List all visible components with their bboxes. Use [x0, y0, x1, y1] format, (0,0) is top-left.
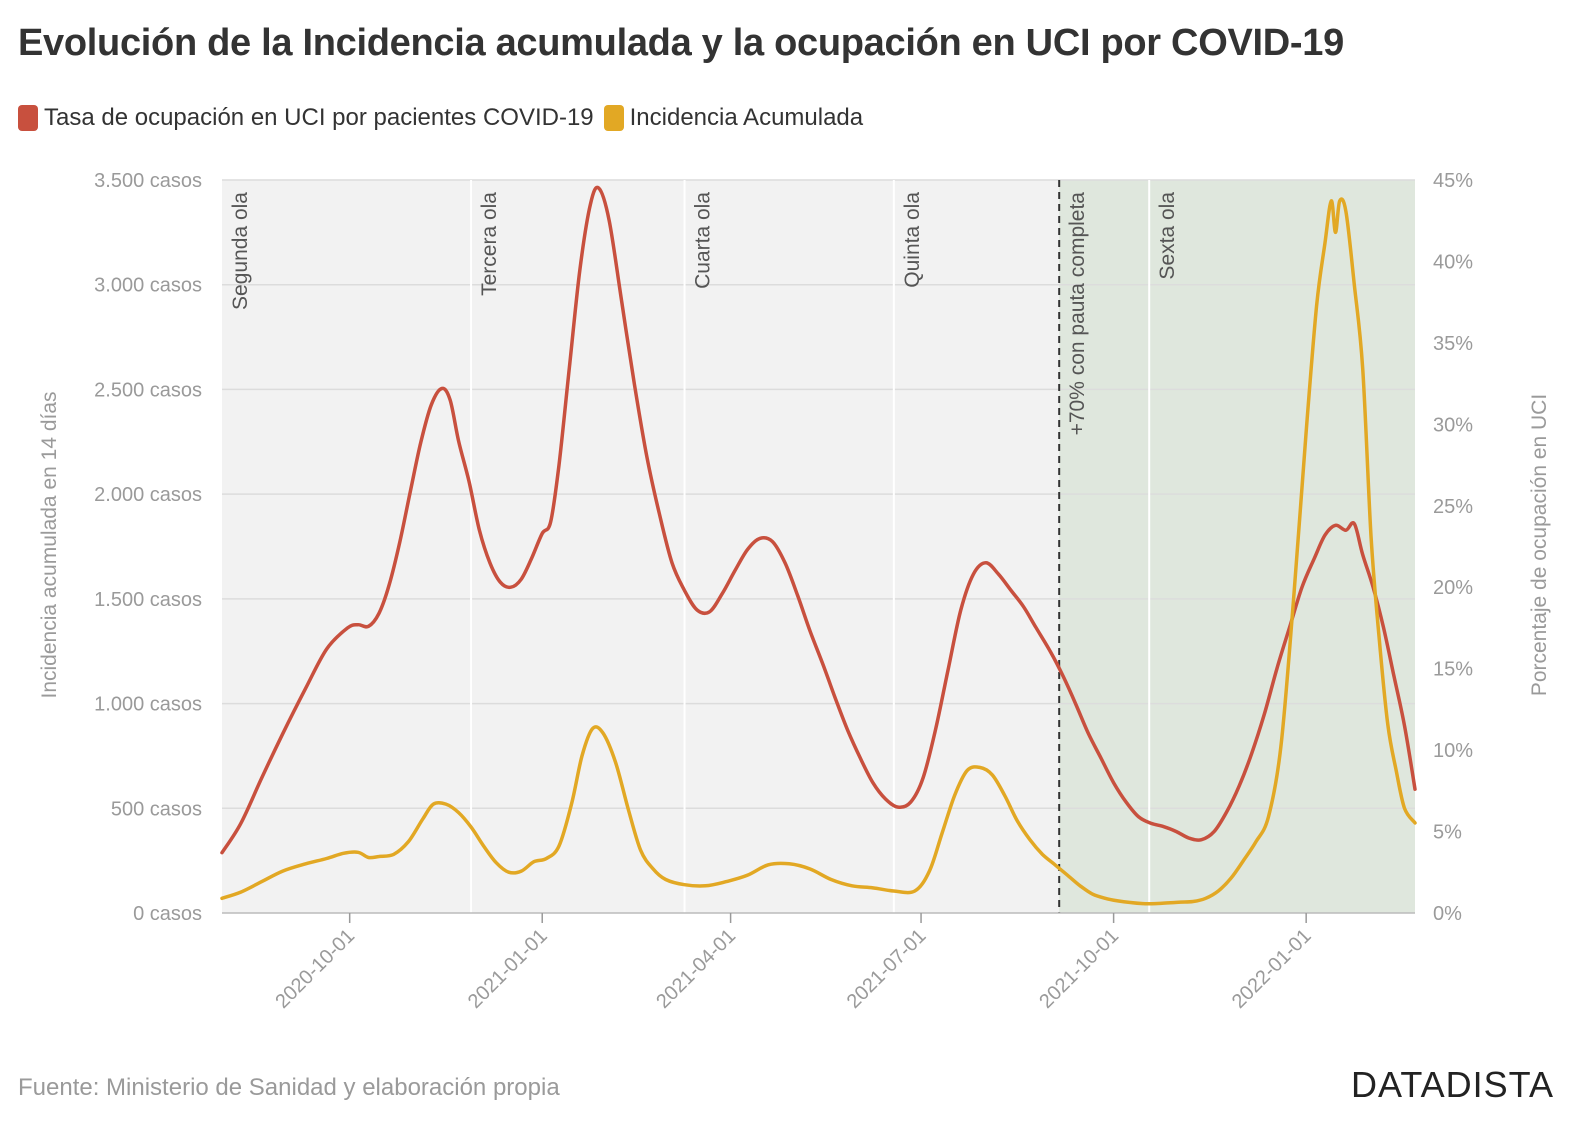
x-tick-label: 2021-01-01 — [464, 925, 552, 1013]
y-tick-right-label: 40% — [1433, 251, 1473, 273]
y-tick-right-label: 5% — [1433, 822, 1462, 844]
legend-label-uci: Tasa de ocupación en UCI por pacientes C… — [44, 104, 594, 131]
y-tick-right-label: 15% — [1433, 659, 1473, 681]
y-tick-right-label: 45% — [1433, 170, 1473, 192]
x-tick-label: 2021-10-01 — [1035, 925, 1123, 1013]
plot-background — [222, 180, 1415, 913]
annotation-label: Quinta ola — [901, 192, 924, 288]
y-tick-right-label: 10% — [1433, 740, 1473, 762]
series-lines — [220, 185, 1417, 906]
legend-swatch-ia — [603, 105, 624, 131]
annotation-label: Segunda ola — [229, 192, 252, 310]
y-tick-left-label: 500 casos — [111, 798, 202, 820]
y-tick-right-label: 0% — [1433, 903, 1462, 925]
grid — [222, 179, 1415, 810]
annotation-label: +70% con pauta completa — [1066, 192, 1089, 436]
y-axis-right-label: Porcentaje de ocupación en UCI — [1528, 394, 1551, 696]
y-tick-right-label: 35% — [1433, 333, 1473, 355]
y-tick-right-label: 25% — [1433, 496, 1473, 518]
annotation-label: Sexta ola — [1156, 192, 1179, 280]
legend-swatch-uci — [18, 105, 38, 131]
y-tick-left-label: 2.000 casos — [94, 484, 202, 506]
y-tick-left-label: 2.500 casos — [94, 379, 202, 401]
y-tick-left-label: 0 casos — [133, 903, 202, 925]
source-note: Fuente: Ministerio de Sanidad y elaborac… — [18, 1074, 560, 1101]
y-tick-left-label: 1.000 casos — [94, 694, 202, 716]
legend: Tasa de ocupación en UCI por pacientes C… — [18, 104, 873, 132]
y-tick-left-label: 1.500 casos — [94, 589, 202, 611]
x-tick-label: 2021-04-01 — [652, 925, 740, 1013]
chart-title: Evolución de la Incidencia acumulada y l… — [18, 22, 1344, 64]
x-tick-label: 2021-07-01 — [843, 925, 931, 1013]
series-line-ia — [220, 197, 1417, 906]
annotations: Segunda ola Tercera ola Cuarta ola Quinta o… — [229, 180, 1179, 913]
brand-logo: DATADISTA — [1350, 1064, 1554, 1105]
series-line-uci — [220, 185, 1417, 855]
y-tick-left-label: 3.000 casos — [94, 275, 202, 297]
legend-item-uci[interactable]: Tasa de ocupación en UCI por pacientes C… — [18, 104, 594, 132]
legend-label-ia: Incidencia Acumulada — [629, 104, 864, 131]
y-tick-right-label: 30% — [1433, 414, 1473, 436]
chart-svg: Segunda ola Tercera ola Cuarta ola Quinta o… — [38, 170, 1551, 1013]
x-tick-label: 2020-10-01 — [271, 925, 359, 1013]
legend-item-ia[interactable]: Incidencia Acumulada — [603, 104, 864, 132]
y-tick-left-label: 3.500 casos — [94, 170, 202, 192]
annotation-label: Cuarta ola — [692, 192, 715, 289]
x-tick-label: 2022-01-01 — [1228, 925, 1316, 1013]
annotation-label: Tercera ola — [478, 192, 501, 296]
y-axis-left-label: Incidencia acumulada en 14 días — [38, 391, 61, 698]
y-tick-right-label: 20% — [1433, 577, 1473, 599]
